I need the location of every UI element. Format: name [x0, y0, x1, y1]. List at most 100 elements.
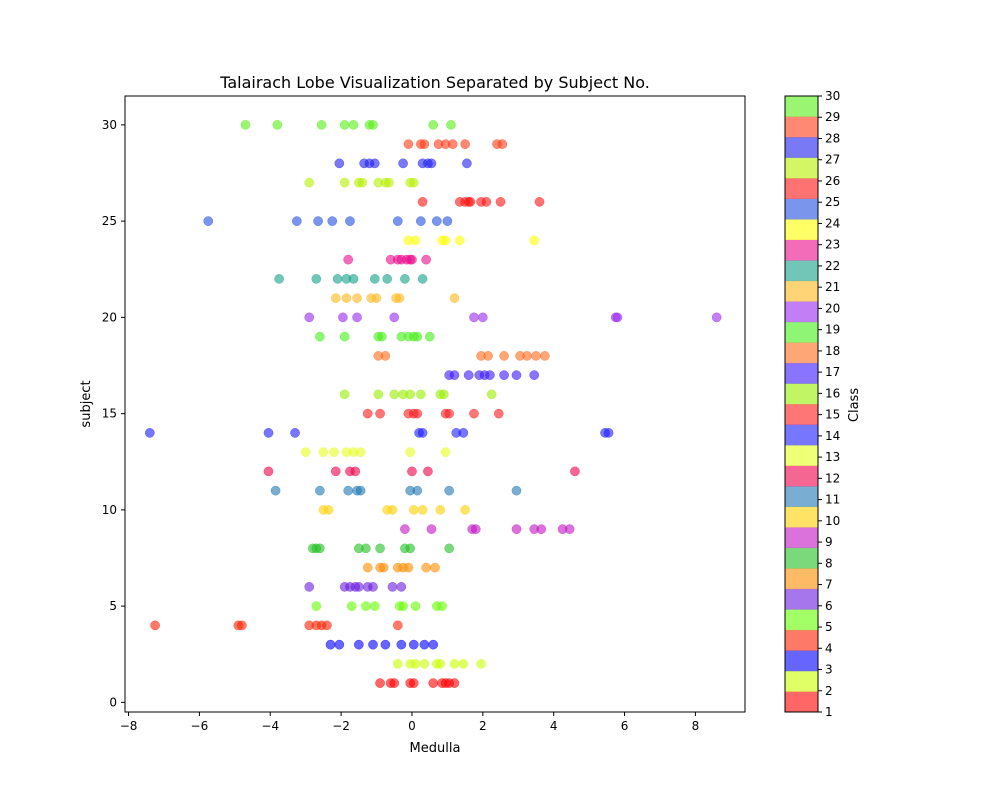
scatter-point — [339, 331, 350, 342]
scatter-point — [382, 274, 393, 284]
scatter-point — [263, 428, 274, 438]
scatter-point — [495, 197, 506, 207]
scatter-point — [477, 312, 488, 323]
scatter-point — [290, 428, 300, 438]
scatter-point — [355, 485, 366, 496]
scatter-point — [368, 639, 378, 650]
scatter-point — [389, 389, 400, 400]
scatter-point — [304, 177, 315, 188]
scatter-point — [329, 447, 339, 457]
scatter-point — [486, 389, 497, 400]
scatter-point — [435, 505, 446, 515]
scatter-point — [440, 235, 451, 246]
y-tick-label: 25 — [102, 214, 117, 228]
scatter-point — [375, 678, 385, 688]
scatter-point — [511, 485, 522, 496]
scatter-point — [369, 601, 380, 611]
scatter-point — [421, 254, 431, 265]
colorbar-label: Class — [847, 388, 862, 422]
scatter-point — [603, 428, 614, 438]
colorbar-segment — [785, 691, 818, 713]
scatter-point — [612, 312, 623, 323]
scatter-point — [330, 466, 341, 477]
scatter-point — [150, 620, 160, 631]
scatter-point — [483, 351, 493, 361]
chart-title: Talairach Lobe Visualization Separated b… — [219, 73, 650, 92]
colorbar-segment — [785, 424, 818, 446]
scatter-point — [325, 639, 336, 650]
scatter-point — [352, 312, 362, 323]
scatter-point — [240, 120, 251, 130]
colorbar-tick-label: 23 — [825, 238, 840, 252]
scatter-point — [428, 120, 439, 130]
scatter-point — [442, 216, 453, 226]
scatter-point — [410, 235, 421, 246]
colorbar-segment — [785, 547, 818, 569]
scatter-point — [270, 485, 281, 496]
scatter-point — [378, 562, 389, 573]
scatter-point — [417, 274, 428, 284]
colorbar-segment — [785, 157, 818, 179]
scatter-point — [345, 216, 355, 226]
scatter-point — [304, 582, 315, 592]
scatter-point — [263, 466, 274, 477]
scatter-point — [315, 485, 325, 496]
scatter-point — [711, 312, 722, 323]
x-tick-label: −8 — [120, 719, 138, 733]
scatter-point — [419, 139, 430, 149]
scatter-point — [274, 274, 284, 284]
y-tick-label: 15 — [102, 407, 117, 421]
colorbar-tick-label: 20 — [825, 301, 840, 315]
scatter-point — [346, 601, 357, 611]
scatter-point — [389, 678, 400, 688]
scatter-point — [316, 120, 327, 130]
scatter-point — [564, 524, 575, 534]
colorbar-segment — [785, 568, 818, 590]
colorbar-tick-label: 3 — [825, 663, 833, 677]
scatter-point — [430, 562, 440, 573]
scatter-point — [534, 197, 545, 207]
scatter-point — [499, 351, 509, 361]
colorbar-segment — [785, 404, 818, 425]
colorbar-tick-label: 2 — [825, 684, 833, 698]
scatter-point — [353, 582, 364, 592]
y-tick-label: 5 — [109, 599, 117, 613]
scatter-point — [377, 331, 387, 342]
scatter-point — [539, 351, 550, 361]
scatter-point — [444, 485, 455, 496]
scatter-point — [440, 447, 451, 457]
x-axis-ticks: −8 −6 −4 −2 0 2 4 6 8 — [120, 712, 699, 733]
colorbar-tick-label: 8 — [825, 556, 833, 570]
colorbar-segment — [785, 96, 818, 117]
scatter-point — [426, 158, 437, 169]
colorbar-segment — [785, 116, 818, 138]
colorbar-segment — [785, 629, 818, 651]
scatter-point — [322, 620, 332, 631]
scatter-point — [304, 312, 315, 323]
scatter-point — [454, 235, 465, 246]
x-axis-label: Medulla — [410, 741, 461, 756]
scatter-point — [369, 158, 380, 169]
scatter-point — [348, 120, 359, 130]
scatter-point — [400, 274, 410, 284]
colorbar-segment — [785, 506, 818, 528]
colorbar-segment — [785, 650, 818, 672]
colorbar-tick-label: 7 — [825, 578, 833, 592]
scatter-point — [410, 601, 421, 611]
scatter-point — [437, 601, 447, 611]
scatter-point — [412, 331, 423, 342]
scatter-point — [476, 659, 486, 669]
colorbar-tick-label: 16 — [825, 386, 840, 400]
colorbar-tick-label: 5 — [825, 620, 833, 634]
scatter-point — [338, 312, 348, 323]
scatter-point — [449, 678, 460, 688]
scatter-point — [380, 351, 391, 361]
scatter-point — [499, 370, 509, 380]
scatter-point — [339, 389, 350, 400]
scatter-point — [470, 524, 481, 534]
scatter-point — [357, 177, 368, 188]
scatter-point — [403, 139, 414, 149]
scatter-point — [415, 389, 426, 400]
colorbar-tick-label: 13 — [825, 450, 840, 464]
colorbar-segment — [785, 486, 818, 507]
